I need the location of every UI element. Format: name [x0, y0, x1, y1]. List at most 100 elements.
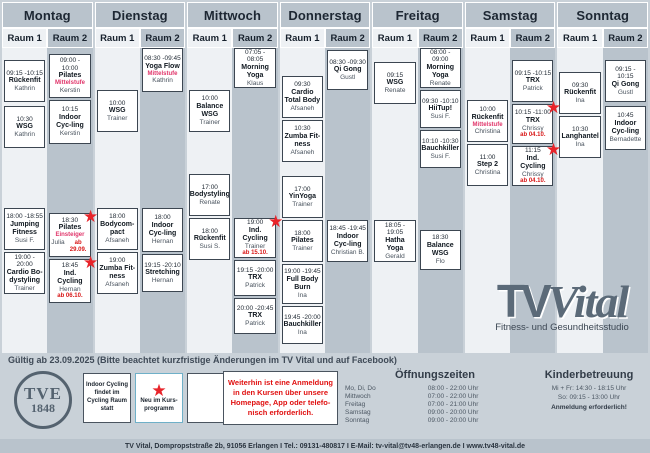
class-trainer-row: Kerstin: [60, 87, 80, 94]
class-name: Indoor Cyc-ling: [611, 119, 640, 135]
class-trainer: Flo: [435, 258, 445, 266]
class-time: 10:45: [617, 112, 634, 120]
class-trainer: Chrissy: [522, 170, 544, 178]
class-card[interactable]: 20:00 -20:45 TRX Patrick: [234, 298, 276, 334]
class-card[interactable]: 09:15 WSG Renate: [374, 62, 416, 104]
class-card[interactable]: 10:10 -10:30 Bauchkiller Susi F.: [419, 130, 461, 168]
class-card[interactable]: 18:45 -19:45 Indoor Cyc-ling Christian B.: [327, 220, 369, 262]
class-card[interactable]: 19:15 -20:00 TRX Patrick: [234, 260, 276, 296]
class-trainer-row: Gustl: [340, 74, 355, 81]
star-icon: ★: [151, 380, 167, 400]
class-trainer-row: Susi F.: [15, 237, 35, 244]
day-header-freitag: Freitag: [372, 2, 463, 28]
class-card[interactable]: 19:00 Zumba Fit-ness Afsaneh: [96, 252, 138, 294]
class-card[interactable]: 08:30 -09:30 Qi Gong Gustl: [327, 50, 369, 90]
class-card[interactable]: 19:00 - 20:00 Cardio Bo-dystyling Trainer: [4, 252, 46, 294]
class-card[interactable]: 09:15 - 10:15 Qi Gong Gustl: [604, 60, 647, 102]
class-card[interactable]: 10:00 Rückenfit Mittelstufe Christina: [466, 100, 509, 142]
class-card[interactable]: 10:45 Indoor Cyc-ling Bernadette: [604, 106, 647, 150]
room-column-dienstag-raum-1: 10:00 WSG Trainer 18:00 Bodycom-pact Afsaneh 1…: [94, 48, 140, 353]
class-card[interactable]: 10:30 Zumba Fit-ness Afsaneh: [281, 120, 324, 162]
class-trainer-row: Trainer: [292, 201, 312, 208]
opening-hours-time: 08:00 - 22:00 Uhr: [427, 384, 479, 392]
opening-hours-day: Mo, Di, Do: [345, 384, 376, 392]
class-time: 10:00: [109, 99, 126, 107]
class-card[interactable]: 11:00 Step 2 Christina: [466, 144, 509, 186]
class-card[interactable]: 19:00 -19:45 Full Body Burn Ina: [281, 264, 324, 304]
logo-subtitle: Fitness- und Gesundheitsstudio: [495, 322, 629, 333]
class-trainer-row: Trainer: [107, 115, 127, 122]
class-name: Bodycom-pact: [100, 220, 135, 236]
class-trainer-row: Hernan: [152, 238, 173, 245]
class-card[interactable]: 07:05 - 08:05 Morning Yoga Klaus: [234, 48, 276, 88]
class-card[interactable]: 18:00 Indoor Cyc-ling Hernan: [141, 208, 184, 252]
class-card[interactable]: 10:00 Balance WSG Trainer: [189, 90, 231, 132]
club-name-text: TVE: [24, 384, 62, 403]
class-name: Balance WSG: [196, 102, 224, 118]
class-card[interactable]: 18:05 - 19:05 Hatha Yoga Gerald: [374, 220, 416, 262]
class-card[interactable]: 18:00 Bodycom-pact Afsaneh: [96, 208, 138, 250]
class-card[interactable]: 09:30 Cardio Total Body Afsaneh: [281, 76, 324, 118]
class-trainer: Renate: [429, 79, 451, 87]
class-name: Balance WSG: [426, 241, 454, 257]
class-name: Bodystyling: [189, 190, 230, 198]
class-card[interactable]: 09:30 -10:10 HiiTup! Susi F.: [419, 90, 461, 128]
opening-hours-row: Samstag 09:00 - 20:00 Uhr: [345, 408, 525, 416]
room-header-sonntag-raum-1: Raum 1: [557, 28, 603, 48]
opening-hours-time: 09:00 - 20:00 Uhr: [427, 416, 479, 424]
class-card[interactable]: 09:15 -10:15 Rückenfit Kathrin: [4, 60, 46, 102]
room-header-donnerstag-raum-2: Raum 2: [325, 28, 371, 48]
class-card[interactable]: 10:15 Indoor Cyc-ling Kerstin: [49, 100, 91, 144]
class-time: 18:00: [109, 213, 126, 221]
class-trainer-row: Susi S.: [200, 243, 221, 250]
class-card[interactable]: 18:00 Pilates Trainer: [281, 220, 324, 262]
class-card[interactable]: 18:30 Pilates Einsteiger Julia ab 29.09.: [49, 213, 91, 257]
class-level: Einsteiger: [55, 232, 85, 239]
class-trainer-row: Gustl: [618, 89, 633, 96]
class-card[interactable]: 18:00 -18:55 Jumping Fitness Susi F.: [4, 208, 46, 250]
class-trainer-row: Gerald: [385, 253, 405, 260]
class-time: 09:30 -10:10: [422, 97, 459, 105]
class-trainer-row: Klaus: [247, 80, 263, 87]
class-card[interactable]: 18:30 Balance WSG Flo: [419, 230, 461, 270]
class-card[interactable]: 18:45 Ind. Cycling Hernan ab 06.10.: [49, 259, 91, 303]
class-card[interactable]: 17:00 Bodystyling Renate: [189, 174, 231, 216]
class-card[interactable]: 09:00 - 10:00 Pilates Mittelstufe Kerstin: [49, 54, 91, 98]
class-card[interactable]: 19:00 Ind. Cycling Trainer ab 15.10.: [234, 218, 276, 258]
room-column-freitag-raum-2: 08:00 - 09:00 Morning Yoga Renate 09:30 -10…: [417, 48, 463, 353]
class-card[interactable]: 09:15 -10:15 TRX Patrick: [512, 60, 554, 102]
class-card[interactable]: 19:15 -20:10 Stretching Hernan: [141, 254, 184, 292]
day-column-donnerstag: 09:30 Cardio Total Body Afsaneh 10:30 Zumba …: [279, 48, 371, 353]
day-column-sonntag: 09:30 Rückenfit Ina 10:30 Langhantel Ina 09:15…: [557, 48, 649, 353]
class-time: 17:00: [201, 183, 218, 191]
logo-wordmark: TVVital: [482, 277, 642, 326]
class-card[interactable]: 18:00 Rückenfit Susi S.: [189, 218, 231, 260]
room-header-group-freitag: Raum 1 Raum 2: [372, 28, 463, 48]
class-trainer-row: Ina: [298, 292, 307, 299]
class-time: 18:30: [432, 234, 449, 242]
class-card[interactable]: 08:30 -09:45 Yoga Flow Mittelstufe Kathrin: [141, 48, 184, 92]
tv-vital-logo: TVVital Fitness- und Gesundheitsstudio: [482, 277, 642, 349]
class-card[interactable]: 19:45 -20:00 Bauchkiller Ina: [281, 306, 324, 344]
class-card[interactable]: 11:15 Ind. Cycling Chrissy ab 04.10.: [512, 146, 554, 186]
day-header-samstag: Samstag: [464, 2, 556, 28]
class-trainer-row: Afsaneh: [105, 281, 129, 288]
class-card[interactable]: 10:00 WSG Trainer: [96, 90, 138, 132]
schedule-grid: 09:15 -10:15 Rückenfit Kathrin 10:30 WSG Kath…: [0, 48, 650, 353]
class-card[interactable]: 17:00 YinYoga Trainer: [281, 176, 324, 218]
legend-new-text: Neu im Kurs-programm: [140, 397, 178, 412]
class-name: TRX: [525, 116, 540, 124]
room-header-montag-raum-2: Raum 2: [47, 28, 93, 48]
class-card[interactable]: 10:30 WSG Kathrin: [4, 106, 46, 148]
class-card[interactable]: 09:30 Rückenfit Ina: [559, 72, 601, 114]
class-level: Mittelstufe: [54, 80, 85, 87]
class-card[interactable]: 08:00 - 09:00 Morning Yoga Renate: [419, 48, 461, 88]
opening-hours-time: 07:00 - 22:00 Uhr: [427, 392, 479, 400]
class-trainer-row: Trainer: [200, 119, 220, 126]
class-name: Hatha Yoga: [385, 236, 405, 252]
room-column-mittwoch-raum-1: 10:00 Balance WSG Trainer 17:00 Bodystyling R…: [187, 48, 233, 353]
class-card[interactable]: 10:15 -11:00 TRX Chrissy ab 04.10.: [512, 104, 554, 144]
class-trainer: Chrissy: [522, 124, 544, 132]
class-card[interactable]: 10:30 Langhantel Ina: [559, 116, 601, 158]
class-trainer-row: Trainer: [245, 243, 265, 250]
